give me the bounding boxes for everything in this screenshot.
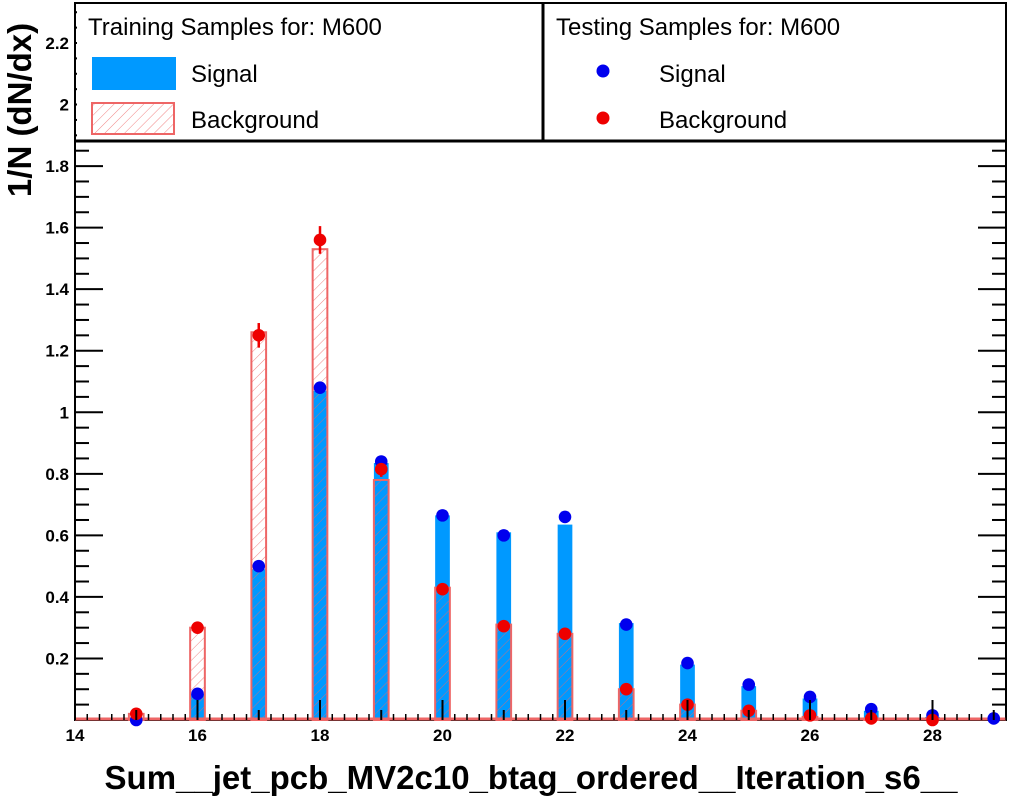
y-tick-label: 0.2 bbox=[45, 649, 69, 668]
y-tick-label: 1.8 bbox=[45, 157, 69, 176]
training-background-bar bbox=[250, 331, 268, 721]
testing-signal-point bbox=[681, 656, 694, 670]
testing-signal-point bbox=[497, 529, 511, 542]
legend-box bbox=[77, 4, 1005, 141]
x-tick-label: 16 bbox=[188, 726, 207, 745]
y-tick-label: 0.4 bbox=[45, 588, 69, 607]
legend-training-background-label: Background bbox=[191, 107, 319, 134]
training-background-bar bbox=[495, 623, 513, 722]
y-tick-label: 0.6 bbox=[45, 526, 69, 545]
legend-testing-background-label: Background bbox=[659, 107, 787, 134]
legend-training-header: Training Samples for: M600 bbox=[88, 14, 382, 41]
testing-background-point bbox=[497, 619, 511, 633]
x-tick-label: 28 bbox=[923, 726, 942, 745]
testing-signal-point bbox=[191, 687, 204, 701]
training-background-bar bbox=[311, 248, 329, 721]
y-tick-label: 2.2 bbox=[45, 34, 69, 53]
training-background-bar bbox=[372, 478, 390, 721]
y-tick-label: 1.2 bbox=[45, 342, 69, 361]
y-tick-label: 1 bbox=[60, 403, 69, 422]
legend-testing-signal-label: Signal bbox=[659, 61, 726, 88]
legend-testing-header: Testing Samples for: M600 bbox=[556, 14, 840, 41]
legend-training-signal-label: Signal bbox=[191, 61, 258, 88]
testing-signal-point bbox=[619, 618, 633, 631]
testing-signal-point bbox=[742, 678, 756, 691]
testing-background-point bbox=[436, 582, 449, 596]
y-axis-title: 1/N (dN/dx) bbox=[1, 23, 38, 197]
y-tick-label: 2 bbox=[60, 96, 69, 115]
testing-signal-point bbox=[558, 510, 572, 524]
x-tick-label: 26 bbox=[801, 726, 820, 745]
points-layer bbox=[129, 226, 1001, 727]
testing-background-point bbox=[558, 627, 572, 641]
testing-signal-point bbox=[864, 702, 878, 716]
testing-background-point bbox=[252, 329, 266, 342]
legend-testing-background-marker bbox=[596, 111, 610, 125]
y-tick-label: 1.4 bbox=[45, 280, 69, 299]
y-tick-label: 1.6 bbox=[45, 219, 69, 238]
testing-signal-point bbox=[313, 381, 327, 394]
x-tick-label: 20 bbox=[433, 726, 452, 745]
testing-background-point bbox=[191, 621, 204, 634]
testing-background-point bbox=[313, 233, 327, 247]
legend-training-signal-swatch bbox=[92, 57, 176, 90]
x-tick-label: 22 bbox=[556, 726, 575, 745]
testing-background-point bbox=[374, 462, 388, 476]
x-tick-label: 24 bbox=[678, 726, 697, 745]
legend-training-background-swatch bbox=[91, 102, 175, 135]
x-axis-title: Sum__jet_pcb_MV2c10_btag_ordered__Iterat… bbox=[105, 759, 959, 796]
x-tick-label: 14 bbox=[66, 726, 85, 745]
y-tick-label: 0.8 bbox=[45, 465, 69, 484]
bars-layer bbox=[75, 248, 1006, 722]
testing-signal-point bbox=[252, 559, 266, 573]
legend: Training Samples for: M600 Signal Backgr… bbox=[75, 3, 1006, 143]
legend-testing-signal-marker bbox=[596, 64, 610, 78]
x-tick-label: 18 bbox=[311, 726, 330, 745]
testing-signal-point bbox=[803, 690, 817, 704]
testing-background-point bbox=[619, 682, 633, 696]
testing-signal-point bbox=[436, 509, 449, 522]
